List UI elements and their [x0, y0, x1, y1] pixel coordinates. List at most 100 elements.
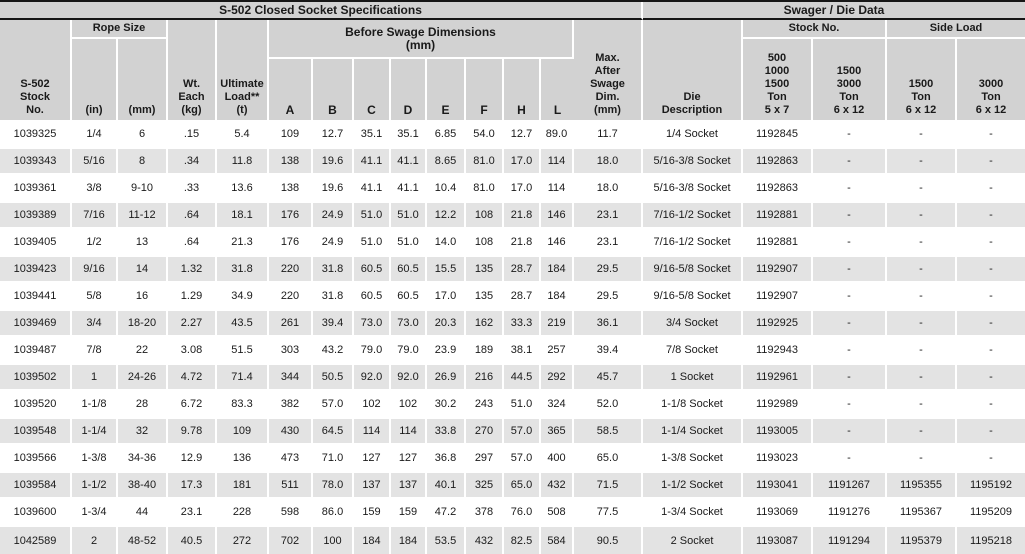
cell-max-after-swage: 58.5: [574, 419, 643, 446]
cell-wt-each: 4.72: [168, 365, 217, 392]
cell-dim-e: 12.2: [427, 203, 466, 230]
cell-dim-c: 159: [354, 500, 391, 527]
cell-die-description: 1-1/8 Socket: [643, 392, 743, 419]
cell-die-description: 7/8 Socket: [643, 338, 743, 365]
cell-dim-f: 108: [466, 230, 504, 257]
cell-dim-b: 39.4: [313, 311, 354, 338]
cell-dim-f: 325: [466, 473, 504, 500]
cell-side-load-1: -: [887, 176, 957, 203]
cell-rope-mm: 8: [118, 149, 168, 176]
cell-ultimate-load: 21.3: [217, 230, 269, 257]
cell-dim-d: 60.5: [391, 284, 427, 311]
cell-dim-a: 382: [269, 392, 313, 419]
table-header: S-502 Closed Socket Specifications Swage…: [0, 2, 1025, 122]
col-header-rope-mm: (mm): [118, 39, 168, 122]
cell-dim-c: 137: [354, 473, 391, 500]
table-row: 1039343 5/16 8.34 11.8 138 19.6 41.1 41.1 8.65 81…: [0, 149, 1025, 176]
cell-dim-c: 60.5: [354, 284, 391, 311]
cell-swager-stock-2: -: [813, 257, 887, 284]
cell-wt-each: 17.3: [168, 473, 217, 500]
table-row: 1039423 9/16 14 1.32 31.8 220 31.8 60.5 60.5 15.5…: [0, 257, 1025, 284]
col-header-dim-a: A: [269, 59, 313, 122]
cell-dim-h: 76.0: [504, 500, 541, 527]
cell-rope-mm: 18-20: [118, 311, 168, 338]
cell-side-load-2: -: [957, 311, 1025, 338]
cell-dim-h: 82.5: [504, 527, 541, 554]
cell-dim-b: 19.6: [313, 149, 354, 176]
cell-rope-in: 3/8: [72, 176, 118, 203]
cell-dim-e: 47.2: [427, 500, 466, 527]
cell-ultimate-load: 31.8: [217, 257, 269, 284]
cell-dim-e: 40.1: [427, 473, 466, 500]
cell-dim-a: 176: [269, 230, 313, 257]
cell-swager-stock-1: 1192961: [743, 365, 813, 392]
cell-dim-h: 38.1: [504, 338, 541, 365]
cell-rope-in: 1: [72, 365, 118, 392]
cell-side-load-2: -: [957, 365, 1025, 392]
cell-dim-a: 220: [269, 284, 313, 311]
cell-dim-c: 73.0: [354, 311, 391, 338]
cell-max-after-swage: 29.5: [574, 284, 643, 311]
cell-ultimate-load: 5.4: [217, 122, 269, 149]
cell-max-after-swage: 18.0: [574, 176, 643, 203]
cell-stock-no: 1039405: [0, 230, 72, 257]
cell-side-load-1: -: [887, 257, 957, 284]
cell-rope-mm: 16: [118, 284, 168, 311]
cell-dim-a: 344: [269, 365, 313, 392]
cell-dim-a: 511: [269, 473, 313, 500]
cell-dim-h: 12.7: [504, 122, 541, 149]
cell-ultimate-load: 13.6: [217, 176, 269, 203]
cell-dim-b: 78.0: [313, 473, 354, 500]
cell-stock-no: 1039441: [0, 284, 72, 311]
cell-side-load-1: -: [887, 365, 957, 392]
cell-side-load-2: -: [957, 446, 1025, 473]
cell-die-description: 5/16-3/8 Socket: [643, 149, 743, 176]
cell-dim-d: 137: [391, 473, 427, 500]
col-header-dim-e: E: [427, 59, 466, 122]
cell-die-description: 9/16-5/8 Socket: [643, 257, 743, 284]
cell-side-load-1: -: [887, 122, 957, 149]
cell-dim-c: 102: [354, 392, 391, 419]
cell-side-load-2: -: [957, 149, 1025, 176]
cell-dim-f: 216: [466, 365, 504, 392]
cell-wt-each: .64: [168, 203, 217, 230]
cell-ultimate-load: 228: [217, 500, 269, 527]
cell-dim-f: 135: [466, 257, 504, 284]
cell-dim-l: 146: [541, 203, 574, 230]
col-header-rope-in: (in): [72, 39, 118, 122]
cell-max-after-swage: 18.0: [574, 149, 643, 176]
cell-side-load-1: -: [887, 284, 957, 311]
cell-dim-e: 17.0: [427, 284, 466, 311]
cell-ultimate-load: 43.5: [217, 311, 269, 338]
col-header-stock-no: S-502 Stock No.: [0, 20, 72, 122]
table-row: 1039405 1/2 13.64 21.3 176 24.9 51.0 51.0 14.0 10…: [0, 230, 1025, 257]
cell-ultimate-load: 83.3: [217, 392, 269, 419]
cell-dim-b: 31.8: [313, 257, 354, 284]
cell-swager-stock-2: 1191267: [813, 473, 887, 500]
table-row: 1039566 1-3/8 34-36 12.9 136 473 71.0 127 127 36.…: [0, 446, 1025, 473]
cell-wt-each: 2.27: [168, 311, 217, 338]
col-header-dim-c: C: [354, 59, 391, 122]
cell-rope-in: 1-1/2: [72, 473, 118, 500]
table-row: 1039361 3/8 9-10.33 13.6 138 19.6 41.1 41.1 10.4…: [0, 176, 1025, 203]
col-header-swager-stock-1: 500 1000 1500 Ton 5 x 7: [743, 39, 813, 122]
col-header-die-description: Die Description: [643, 20, 743, 122]
col-header-max-after-swage: Max. After Swage Dim. (mm): [574, 20, 643, 122]
cell-dim-f: 162: [466, 311, 504, 338]
cell-dim-l: 432: [541, 473, 574, 500]
cell-max-after-swage: 11.7: [574, 122, 643, 149]
cell-dim-c: 92.0: [354, 365, 391, 392]
cell-dim-e: 53.5: [427, 527, 466, 554]
cell-dim-f: 189: [466, 338, 504, 365]
cell-ultimate-load: 11.8: [217, 149, 269, 176]
cell-wt-each: 1.32: [168, 257, 217, 284]
cell-swager-stock-1: 1193041: [743, 473, 813, 500]
cell-dim-d: 79.0: [391, 338, 427, 365]
cell-max-after-swage: 39.4: [574, 338, 643, 365]
cell-rope-in: 1-3/8: [72, 446, 118, 473]
cell-swager-stock-2: -: [813, 122, 887, 149]
cell-rope-mm: 48-52: [118, 527, 168, 554]
cell-dim-f: 108: [466, 203, 504, 230]
table-row: 1039441 5/8 16 1.29 34.9 220 31.8 60.5 60.5 17.0 1…: [0, 284, 1025, 311]
